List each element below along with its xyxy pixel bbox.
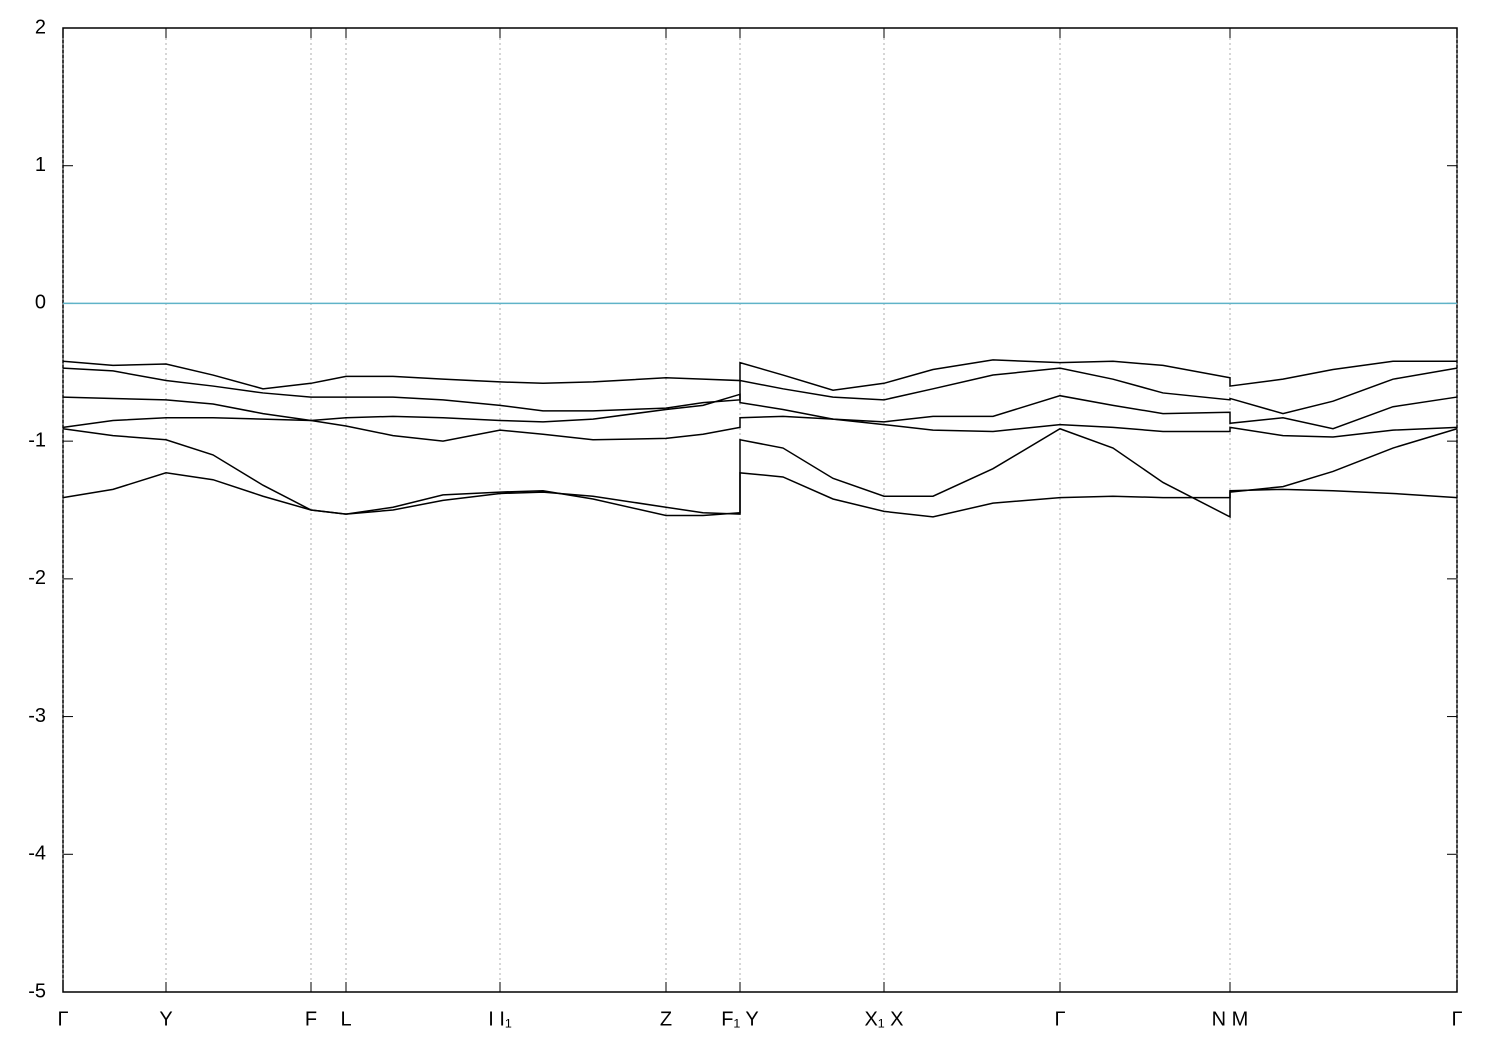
band-line [62,427,1458,519]
band-line [62,471,1458,518]
x-tick-label: F [305,1008,317,1030]
band-line [62,367,1458,415]
x-tick-label: F₁ Y [721,1008,759,1030]
x-tick-label: Γ [57,1008,68,1030]
x-tick-label: X₁ X [865,1008,904,1030]
x-tick-label: I I₁ [488,1008,512,1030]
x-tick-label: N M [1212,1008,1249,1030]
plot-frame [62,27,1458,993]
x-tick-label: L [340,1008,351,1030]
y-tick-label: 0 [35,292,46,314]
band-line [62,393,1458,430]
y-tick-label: -1 [28,429,46,451]
y-tick-label: 2 [35,16,46,38]
band-line [62,415,1458,442]
y-tick-label: 1 [35,154,46,176]
y-tick-label: -4 [28,843,46,865]
x-tick-label: Γ [1451,1008,1462,1030]
y-tick-label: -3 [28,705,46,727]
y-tick-label: -2 [28,567,46,589]
x-tick-label: Z [660,1008,672,1030]
x-tick-label: Y [159,1008,172,1030]
x-tick-label: Γ [1054,1008,1065,1030]
y-tick-label: -5 [28,980,46,1002]
band-line [62,359,1457,391]
